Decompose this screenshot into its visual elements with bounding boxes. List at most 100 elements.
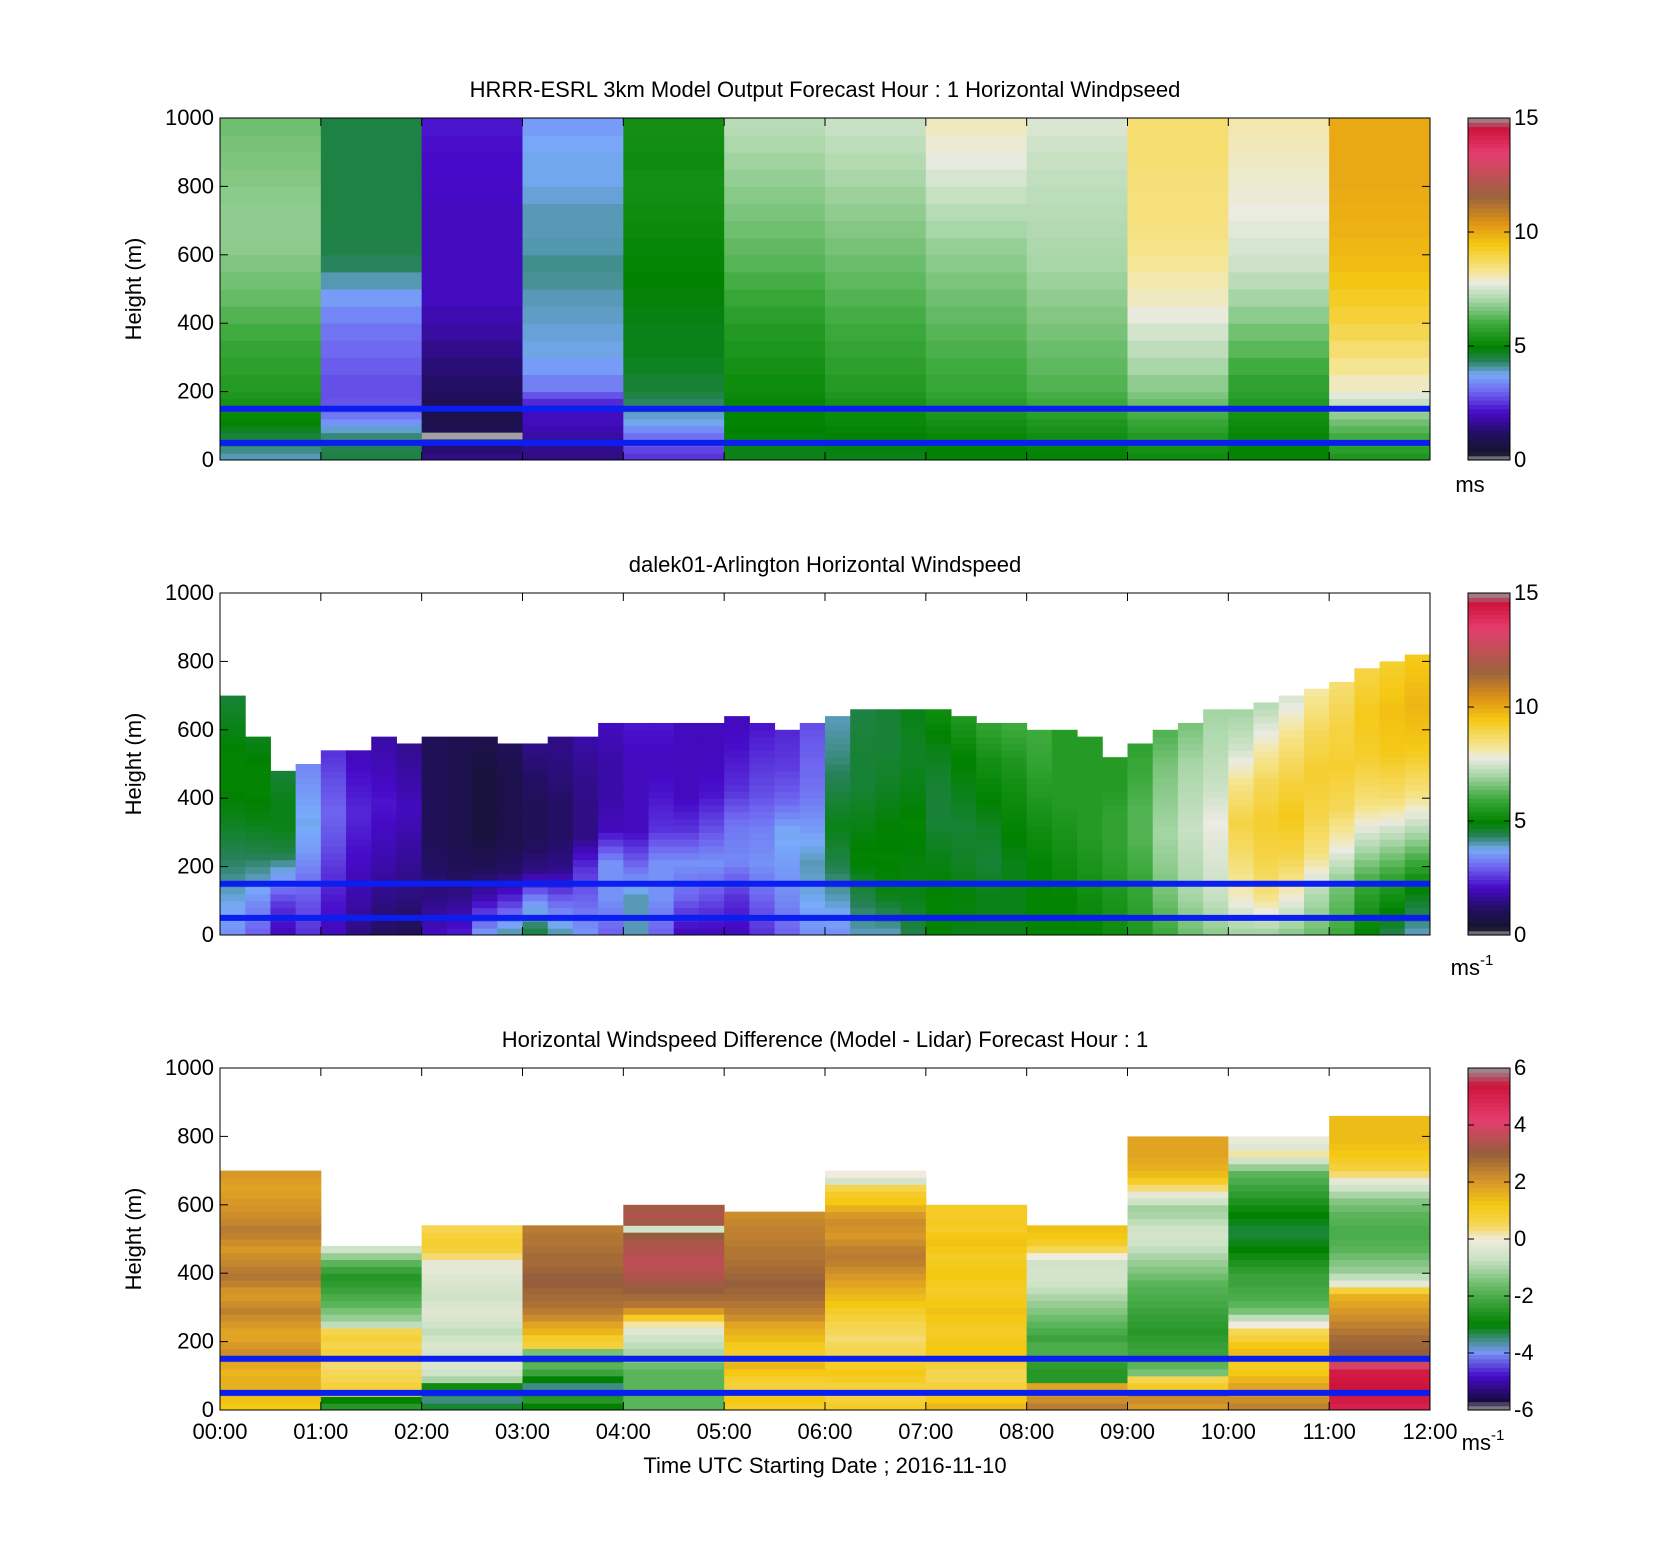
- y-tick-label: 600: [177, 717, 214, 742]
- colorbar-segment: [1468, 336, 1510, 341]
- heatmap-cell: [598, 757, 624, 765]
- heatmap-cell: [320, 1273, 423, 1281]
- heatmap-cell: [749, 722, 776, 731]
- heatmap-cell: [396, 798, 423, 806]
- heatmap-cell: [320, 118, 423, 136]
- heatmap-cell: [774, 921, 801, 929]
- heatmap-cell: [698, 887, 725, 895]
- heatmap-cell: [1051, 900, 1078, 909]
- heatmap-cell: [1531, 648, 1557, 655]
- heatmap-cell: [1127, 1266, 1229, 1274]
- heatmap-cell: [825, 900, 851, 909]
- x-tick-label: 04:00: [596, 1419, 651, 1444]
- heatmap-cell: [623, 412, 725, 420]
- heatmap-cell: [1531, 812, 1557, 819]
- heatmap-cell: [396, 846, 423, 854]
- heatmap-cell: [1026, 446, 1128, 454]
- heatmap-cell: [976, 805, 1002, 813]
- heatmap-cell: [1102, 798, 1128, 806]
- heatmap-cell: [925, 1321, 1028, 1329]
- heatmap-cell: [799, 887, 826, 895]
- heatmap-cell: [1127, 928, 1154, 935]
- heatmap-cell: [875, 928, 902, 935]
- heatmap-cell: [724, 805, 750, 813]
- heatmap-cell: [850, 811, 876, 820]
- heatmap-cell: [547, 750, 574, 758]
- heatmap-cell: [749, 791, 776, 799]
- heatmap-cell: [749, 873, 776, 881]
- heatmap-cell: [1430, 839, 1456, 846]
- heatmap-cell: [1329, 186, 1430, 204]
- heatmap-cell: [220, 1170, 322, 1178]
- heatmap-cell: [1177, 873, 1204, 881]
- heatmap-cell: [1102, 907, 1128, 915]
- heatmap-cell: [1077, 736, 1103, 744]
- heatmap-cell: [1329, 770, 1355, 779]
- heatmap-cell: [976, 798, 1002, 806]
- heatmap-cell: [497, 777, 523, 786]
- heatmap-cell: [1404, 866, 1430, 874]
- heatmap-cell: [1531, 860, 1557, 867]
- heatmap-cell: [1152, 811, 1179, 820]
- heatmap-cell: [799, 791, 826, 799]
- heatmap-cell: [1354, 859, 1381, 868]
- heatmap-cell: [220, 306, 322, 324]
- heatmap-cell: [951, 900, 977, 909]
- colorbar-segment: [1468, 1183, 1510, 1189]
- heatmap-cell: [749, 928, 776, 935]
- heatmap-cell: [925, 1300, 1028, 1308]
- heatmap-cell: [1026, 1321, 1128, 1329]
- heatmap-cell: [220, 1396, 322, 1404]
- colorbar-segment: [1468, 1166, 1510, 1172]
- colorbar-segment: [1468, 241, 1510, 247]
- heatmap-cell: [1026, 1327, 1128, 1336]
- heatmap-cell: [825, 1245, 927, 1254]
- heatmap-cell: [623, 1293, 725, 1302]
- heatmap-cell: [1228, 271, 1330, 290]
- heatmap-cell: [1026, 254, 1128, 273]
- heatmap-cell: [1379, 770, 1406, 779]
- heatmap-cell: [724, 1334, 826, 1343]
- heatmap-cell: [1026, 729, 1053, 738]
- heatmap-cell: [446, 873, 473, 881]
- heatmap-cell: [724, 893, 750, 902]
- heatmap-cell: [749, 846, 776, 854]
- heatmap-cell: [1379, 736, 1406, 744]
- heatmap-cell: [774, 811, 801, 820]
- heatmap-cell: [673, 798, 700, 806]
- heatmap-cell: [623, 1225, 725, 1233]
- heatmap-cell: [270, 798, 297, 806]
- heatmap-cell: [1228, 152, 1330, 170]
- heatmap-cell: [421, 846, 448, 854]
- heatmap-cell: [1329, 1382, 1430, 1390]
- heatmap-cell: [925, 1396, 1028, 1404]
- colorbar-segment: [1468, 229, 1510, 235]
- heatmap-cell: [1329, 716, 1355, 724]
- heatmap-cell: [1127, 784, 1154, 792]
- heatmap-cell: [1026, 169, 1128, 187]
- colorbar-segment: [1468, 314, 1510, 320]
- heatmap-cell: [522, 135, 624, 153]
- heatmap-cell: [220, 152, 322, 170]
- colorbar-tick-label: 4: [1514, 1112, 1526, 1137]
- heatmap-cell: [522, 1286, 624, 1295]
- heatmap-cell: [1303, 709, 1330, 717]
- heatmap-cell: [900, 722, 927, 731]
- heatmap-cell: [371, 791, 397, 799]
- heatmap-cell: [825, 1218, 927, 1226]
- heatmap-cell: [1379, 702, 1406, 710]
- heatmap-cell: [1127, 777, 1154, 786]
- heatmap-cell: [1354, 784, 1381, 792]
- heatmap-cell: [1329, 852, 1355, 861]
- heatmap-cell: [774, 928, 801, 935]
- heatmap-cell: [623, 1239, 725, 1247]
- heatmap-cell: [1404, 798, 1430, 806]
- heatmap-cell: [270, 887, 297, 895]
- colorbar-segment: [1468, 118, 1510, 123]
- colorbar-tick-label: 6: [1514, 1055, 1526, 1080]
- heatmap-cell: [1404, 893, 1430, 902]
- heatmap-cell: [1152, 743, 1179, 751]
- heatmap-cell: [1278, 695, 1305, 703]
- heatmap-cell: [1152, 757, 1179, 765]
